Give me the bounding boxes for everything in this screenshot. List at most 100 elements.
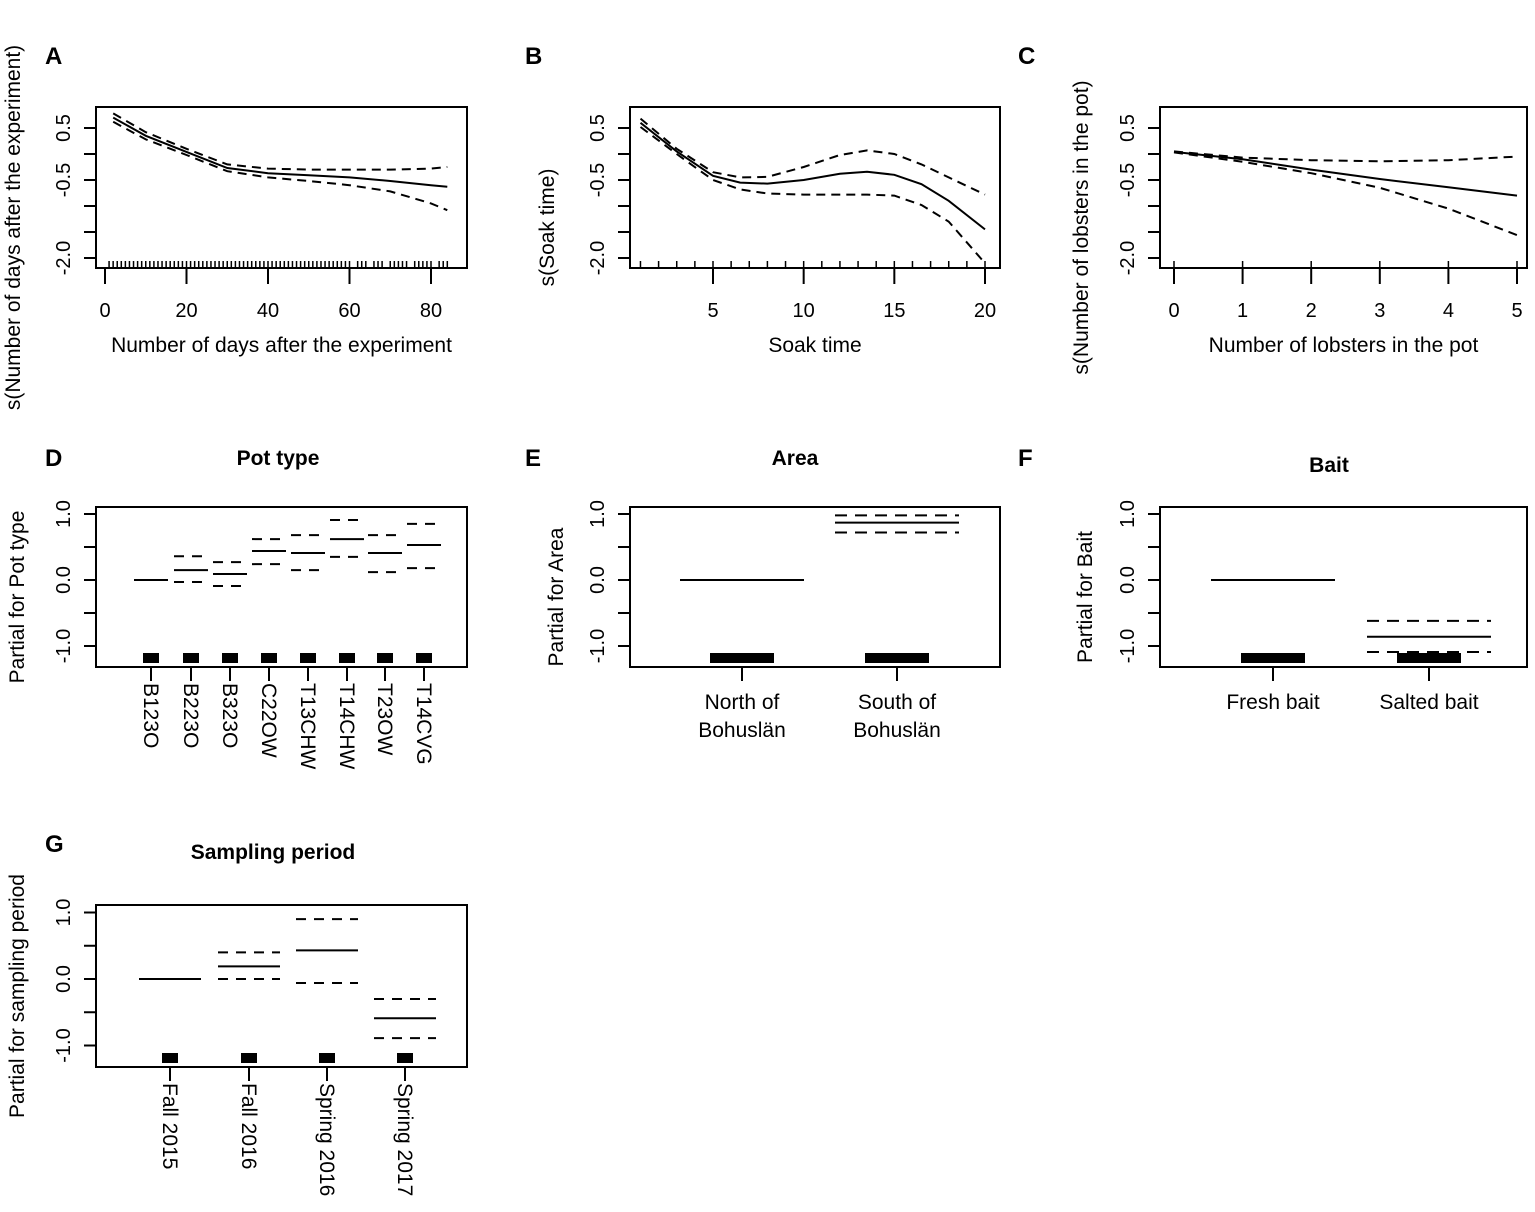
panel-g: G Sampling period 1.0 0.0 -1.0 Partial for sa… xyxy=(6,831,468,1196)
category-label-line: Bohuslän xyxy=(853,719,941,742)
x-tick-label: 1 xyxy=(1237,300,1248,322)
plot-frame xyxy=(1159,106,1528,269)
category-label: C22OW xyxy=(257,683,280,758)
rug-block xyxy=(300,653,316,663)
y-tick-label: 1.0 xyxy=(53,500,75,528)
y-axis-label: Partial for Area xyxy=(545,527,568,666)
rug-block xyxy=(143,653,159,663)
rug-block xyxy=(319,1053,335,1063)
x-axis-label: Number of days after the experiment xyxy=(111,334,452,357)
category-label: Spring 2016 xyxy=(315,1083,338,1196)
panel-letter: G xyxy=(45,831,64,858)
panel-letter: E xyxy=(525,445,541,472)
rug-block xyxy=(162,1053,178,1063)
panel-b: B 0.5 -0.5 -2.0 s(Soak time) 5 10 15 20 Soak time xyxy=(525,43,1001,357)
category-label: B223O xyxy=(179,683,202,748)
y-tick-label: -1.0 xyxy=(587,629,609,663)
rug-block xyxy=(261,653,277,663)
x-axis-label: Soak time xyxy=(768,334,861,357)
x-tick-label: 0 xyxy=(99,300,110,322)
panel-title: Bait xyxy=(1309,454,1349,477)
panel-letter: D xyxy=(45,445,62,472)
rug-block xyxy=(416,653,432,663)
series-upper-line xyxy=(112,112,448,171)
panel-c: C 0.5 -0.5 -2.0 s(Number of lobsters in the … xyxy=(1018,43,1528,375)
y-tick-label: 1.0 xyxy=(1117,500,1139,528)
category-label: North of Bohuslän xyxy=(698,691,786,742)
rug-block xyxy=(241,1053,257,1063)
y-tick-label: 0.5 xyxy=(1117,114,1139,142)
y-tick-label: 0.0 xyxy=(1117,566,1139,594)
x-tick-label: 10 xyxy=(793,300,815,322)
category-label: B323O xyxy=(218,683,241,748)
panel-letter: C xyxy=(1018,43,1035,70)
x-tick-label: 4 xyxy=(1443,300,1454,322)
y-tick-label: 0.5 xyxy=(587,114,609,142)
x-tick-label: 5 xyxy=(707,300,718,322)
y-tick-label: 0.0 xyxy=(587,566,609,594)
rug-block xyxy=(865,653,929,663)
rug-block xyxy=(183,653,199,663)
y-tick-label: -0.5 xyxy=(53,163,75,197)
category-label: T23OW xyxy=(373,683,396,756)
y-tick-label: 0.0 xyxy=(53,965,75,993)
panel-letter: B xyxy=(525,43,542,70)
y-tick-label: -2.0 xyxy=(53,241,75,275)
plot-frame xyxy=(95,106,468,269)
category-label-line: North of xyxy=(705,691,780,714)
y-tick-label: -0.5 xyxy=(1117,163,1139,197)
category-label: B123O xyxy=(139,683,162,748)
panel-title: Pot type xyxy=(237,447,320,470)
x-tick-label: 3 xyxy=(1374,300,1385,322)
series-lower-line xyxy=(1173,151,1518,237)
series-fit-line xyxy=(1173,150,1518,197)
y-axis-label: s(Number of days after the experiment) xyxy=(2,45,25,410)
panel-title: Sampling period xyxy=(191,841,356,864)
x-tick-label: 2 xyxy=(1306,300,1317,322)
category-label: South of Bohuslän xyxy=(853,691,941,742)
category-label: T14CHW xyxy=(335,683,358,770)
category-label: Salted bait xyxy=(1379,691,1478,714)
plot-frame xyxy=(629,506,1001,668)
x-axis-label: Number of lobsters in the pot xyxy=(1209,334,1479,357)
category-label: T14CVG xyxy=(412,683,435,765)
rug-block xyxy=(1397,653,1461,663)
rug-block xyxy=(1241,653,1305,663)
plot-frame xyxy=(629,106,1001,269)
y-tick-label: -2.0 xyxy=(587,241,609,275)
rug-block xyxy=(397,1053,413,1063)
panel-f: F Bait 1.0 0.0 -1.0 Partial for Bait Fresh bai… xyxy=(1018,445,1528,714)
y-tick-label: 1.0 xyxy=(587,500,609,528)
category-label-line: Bohuslän xyxy=(698,719,786,742)
x-tick-label: 20 xyxy=(175,300,197,322)
plot-frame xyxy=(95,904,468,1068)
category-label: Fresh bait xyxy=(1226,691,1320,714)
panel-d: D Pot type 1.0 0.0 -1.0 Partial for Pot type B… xyxy=(6,445,468,770)
series-lower-line xyxy=(639,126,986,264)
y-axis-label: Partial for Pot type xyxy=(6,511,29,684)
category-label: Fall 2016 xyxy=(237,1083,260,1169)
x-tick-label: 80 xyxy=(420,300,442,322)
x-tick-label: 5 xyxy=(1511,300,1522,322)
plot-frame xyxy=(95,506,468,668)
y-axis-label: Partial for Bait xyxy=(1074,531,1097,663)
series-fit-line xyxy=(639,122,986,231)
y-axis-label: s(Number of lobsters in the pot) xyxy=(1070,80,1093,374)
y-tick-label: -1.0 xyxy=(53,1028,75,1062)
x-tick-label: 0 xyxy=(1168,300,1179,322)
panel-letter: F xyxy=(1018,445,1033,472)
category-label: T13CHW xyxy=(296,683,319,770)
y-tick-label: 1.0 xyxy=(53,899,75,927)
y-tick-label: -1.0 xyxy=(53,629,75,663)
rug-block xyxy=(222,653,238,663)
x-tick-label: 40 xyxy=(257,300,279,322)
series-upper-line xyxy=(1173,150,1518,163)
y-tick-label: -0.5 xyxy=(587,163,609,197)
y-tick-label: 0.5 xyxy=(53,114,75,142)
panel-letter: A xyxy=(45,43,62,70)
y-tick-label: -1.0 xyxy=(1117,629,1139,663)
series-lower-line xyxy=(112,120,448,212)
category-label: Spring 2017 xyxy=(393,1083,416,1196)
rug-block xyxy=(710,653,774,663)
